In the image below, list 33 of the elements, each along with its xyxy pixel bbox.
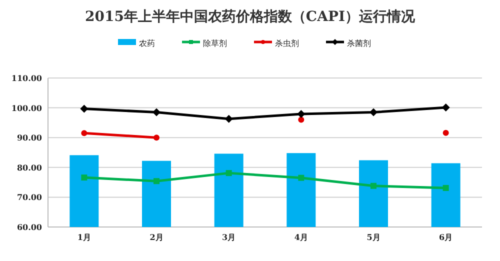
x-tick-label: 2月 bbox=[150, 232, 164, 242]
y-tick-label: 80.00 bbox=[16, 162, 42, 172]
point bbox=[81, 174, 88, 181]
point bbox=[298, 174, 304, 181]
y-tick-label: 70.00 bbox=[16, 192, 42, 202]
point bbox=[81, 130, 88, 136]
x-tick-label: 4月 bbox=[294, 232, 308, 242]
legend-label: 农药 bbox=[139, 39, 155, 48]
point bbox=[154, 178, 160, 184]
point bbox=[80, 104, 88, 113]
legend-label: 杀虫剂 bbox=[275, 39, 299, 48]
point bbox=[370, 108, 378, 116]
legend-label: 杀菌剂 bbox=[347, 39, 371, 48]
y-tick-label: 110.00 bbox=[11, 73, 42, 83]
y-tick-label: 100.00 bbox=[11, 102, 42, 113]
point bbox=[370, 182, 376, 189]
point bbox=[297, 110, 306, 118]
point bbox=[442, 130, 449, 136]
point bbox=[442, 104, 450, 112]
x-tick-label: 1月 bbox=[77, 232, 91, 242]
x-tick-label: 6月 bbox=[439, 232, 453, 242]
x-tick-label: 3月 bbox=[222, 232, 236, 242]
x-tick-label: 5月 bbox=[366, 232, 380, 242]
y-tick-label: 90.00 bbox=[16, 132, 42, 143]
y-tick-label: 60.00 bbox=[16, 222, 42, 232]
legend-label: 除草剂 bbox=[203, 39, 227, 48]
chart-title: 2015年上半年中国农药价格指数（CAPI）运行情况 bbox=[84, 9, 416, 25]
point bbox=[298, 116, 304, 123]
point bbox=[442, 184, 449, 191]
point bbox=[154, 134, 160, 141]
point bbox=[152, 108, 160, 116]
point bbox=[224, 114, 233, 123]
point bbox=[226, 170, 232, 176]
